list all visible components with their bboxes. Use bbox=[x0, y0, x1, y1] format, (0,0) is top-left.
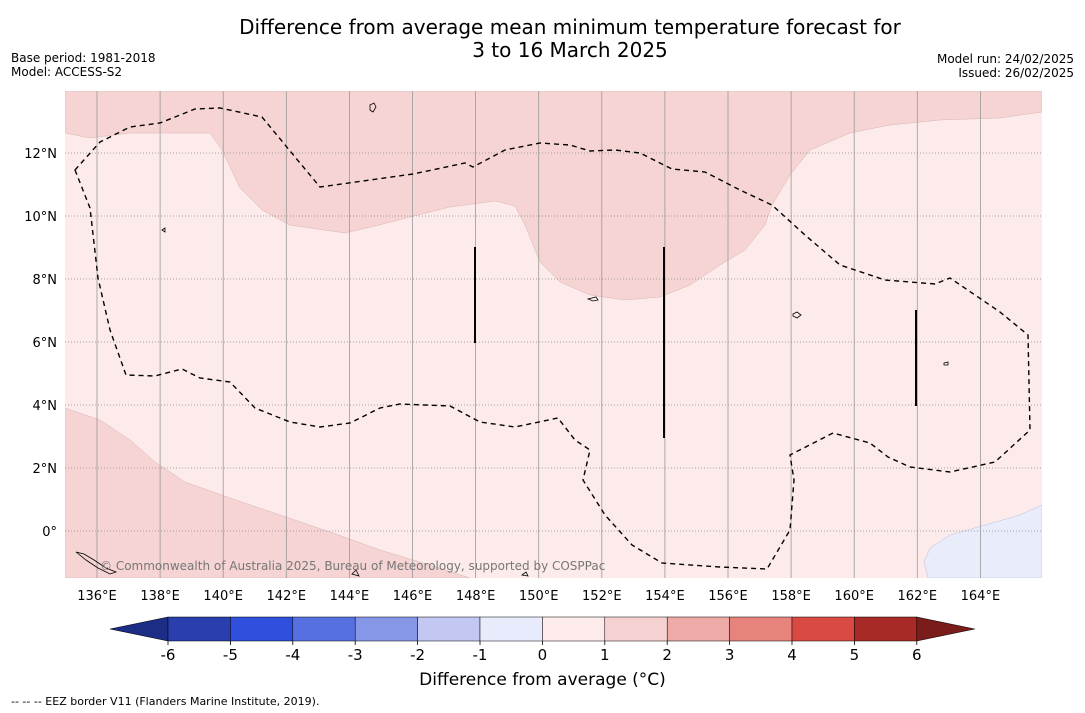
colorbar-tick-label: -6 bbox=[161, 646, 176, 664]
lon-tick-label: 148°E bbox=[456, 589, 496, 604]
anomaly-field bbox=[65, 91, 1042, 578]
lon-tick-label: 152°E bbox=[582, 589, 622, 604]
lat-tick-label: 12°N bbox=[24, 147, 57, 162]
colorbar-segment bbox=[417, 616, 481, 642]
colorbar-tick-label: 1 bbox=[600, 646, 610, 664]
colorbar-segment bbox=[354, 616, 418, 642]
lon-tick-label: 154°E bbox=[645, 589, 685, 604]
lon-tick-label: 144°E bbox=[330, 589, 370, 604]
islands bbox=[75, 102, 949, 577]
map-title-line2: 3 to 16 March 2025 bbox=[472, 38, 668, 62]
colorbar-segment bbox=[479, 616, 543, 642]
lon-tick-label: 150°E bbox=[519, 589, 559, 604]
lat-tick-label: 0° bbox=[42, 525, 57, 540]
base-period: Base period: 1981-2018 bbox=[11, 51, 156, 65]
lat-tick-label: 8°N bbox=[33, 273, 58, 288]
lat-tick-label: 6°N bbox=[33, 336, 58, 351]
longitude-labels: 136°E 138°E 140°E 142°E 144°E 146°E 148°E 150°E… bbox=[77, 589, 1000, 604]
colorbar-extend-high bbox=[916, 616, 975, 642]
colorbar-segment bbox=[729, 616, 793, 642]
lon-tick-label: 164°E bbox=[961, 589, 1001, 604]
anomaly-1-2-region-north bbox=[65, 91, 1042, 301]
lon-tick-label: 142°E bbox=[267, 589, 307, 604]
lon-tick-label: 136°E bbox=[77, 589, 117, 604]
copyright-notice: © Commonwealth of Australia 2025, Bureau… bbox=[100, 559, 605, 573]
anomaly-1-2-region-south bbox=[65, 407, 471, 578]
colorbar-segment bbox=[542, 616, 606, 642]
colorbar-segment bbox=[854, 616, 918, 642]
colorbar-extend-low bbox=[109, 616, 169, 642]
latitude-labels: 12°N 10°N 8°N 6°N 4°N 2°N 0° bbox=[24, 147, 57, 540]
lat-tick-label: 10°N bbox=[24, 210, 57, 225]
colorbar: -6 -5 -4 -3 -2 -1 0 1 2 3 4 5 6 bbox=[109, 616, 975, 664]
colorbar-tick-label: -2 bbox=[410, 646, 425, 664]
colorbar-tick-label: -1 bbox=[473, 646, 488, 664]
lon-tick-label: 146°E bbox=[393, 589, 433, 604]
lon-tick-label: 156°E bbox=[708, 589, 748, 604]
lat-tick-label: 2°N bbox=[33, 462, 58, 477]
colorbar-tick-label: -5 bbox=[223, 646, 238, 664]
colorbar-segment bbox=[292, 616, 356, 642]
lon-tick-label: 138°E bbox=[140, 589, 180, 604]
issued-date: Issued: 26/02/2025 bbox=[958, 66, 1074, 80]
colorbar-segment bbox=[604, 616, 668, 642]
colorbar-tick-label: 6 bbox=[912, 646, 922, 664]
map-title-line1: Difference from average mean minimum tem… bbox=[239, 15, 901, 39]
lon-tick-label: 158°E bbox=[771, 589, 811, 604]
lon-tick-label: 160°E bbox=[834, 589, 874, 604]
colorbar-segment bbox=[230, 616, 294, 642]
colorbar-tick-label: 2 bbox=[662, 646, 672, 664]
model-name: Model: ACCESS-S2 bbox=[11, 65, 123, 79]
lat-tick-label: 4°N bbox=[33, 399, 58, 414]
colorbar-tick-label: -3 bbox=[348, 646, 363, 664]
lon-tick-label: 140°E bbox=[203, 589, 243, 604]
colorbar-tick-label: -4 bbox=[285, 646, 300, 664]
colorbar-tick-label: 4 bbox=[787, 646, 797, 664]
eez-border bbox=[74, 107, 1031, 570]
anomaly-negative-region bbox=[923, 504, 1042, 578]
colorbar-tick-label: 3 bbox=[725, 646, 735, 664]
colorbar-tick-label: 0 bbox=[538, 646, 548, 664]
colorbar-segment bbox=[167, 616, 231, 642]
colorbar-segment bbox=[666, 616, 730, 642]
model-run: Model run: 24/02/2025 bbox=[936, 52, 1074, 66]
eez-footnote: -- -- -- EEZ border V11 (Flanders Marine… bbox=[11, 695, 320, 708]
colorbar-tick-label: 5 bbox=[850, 646, 860, 664]
lon-tick-label: 162°E bbox=[898, 589, 938, 604]
colorbar-label: Difference from average (°C) bbox=[419, 670, 666, 690]
colorbar-segment bbox=[791, 616, 855, 642]
